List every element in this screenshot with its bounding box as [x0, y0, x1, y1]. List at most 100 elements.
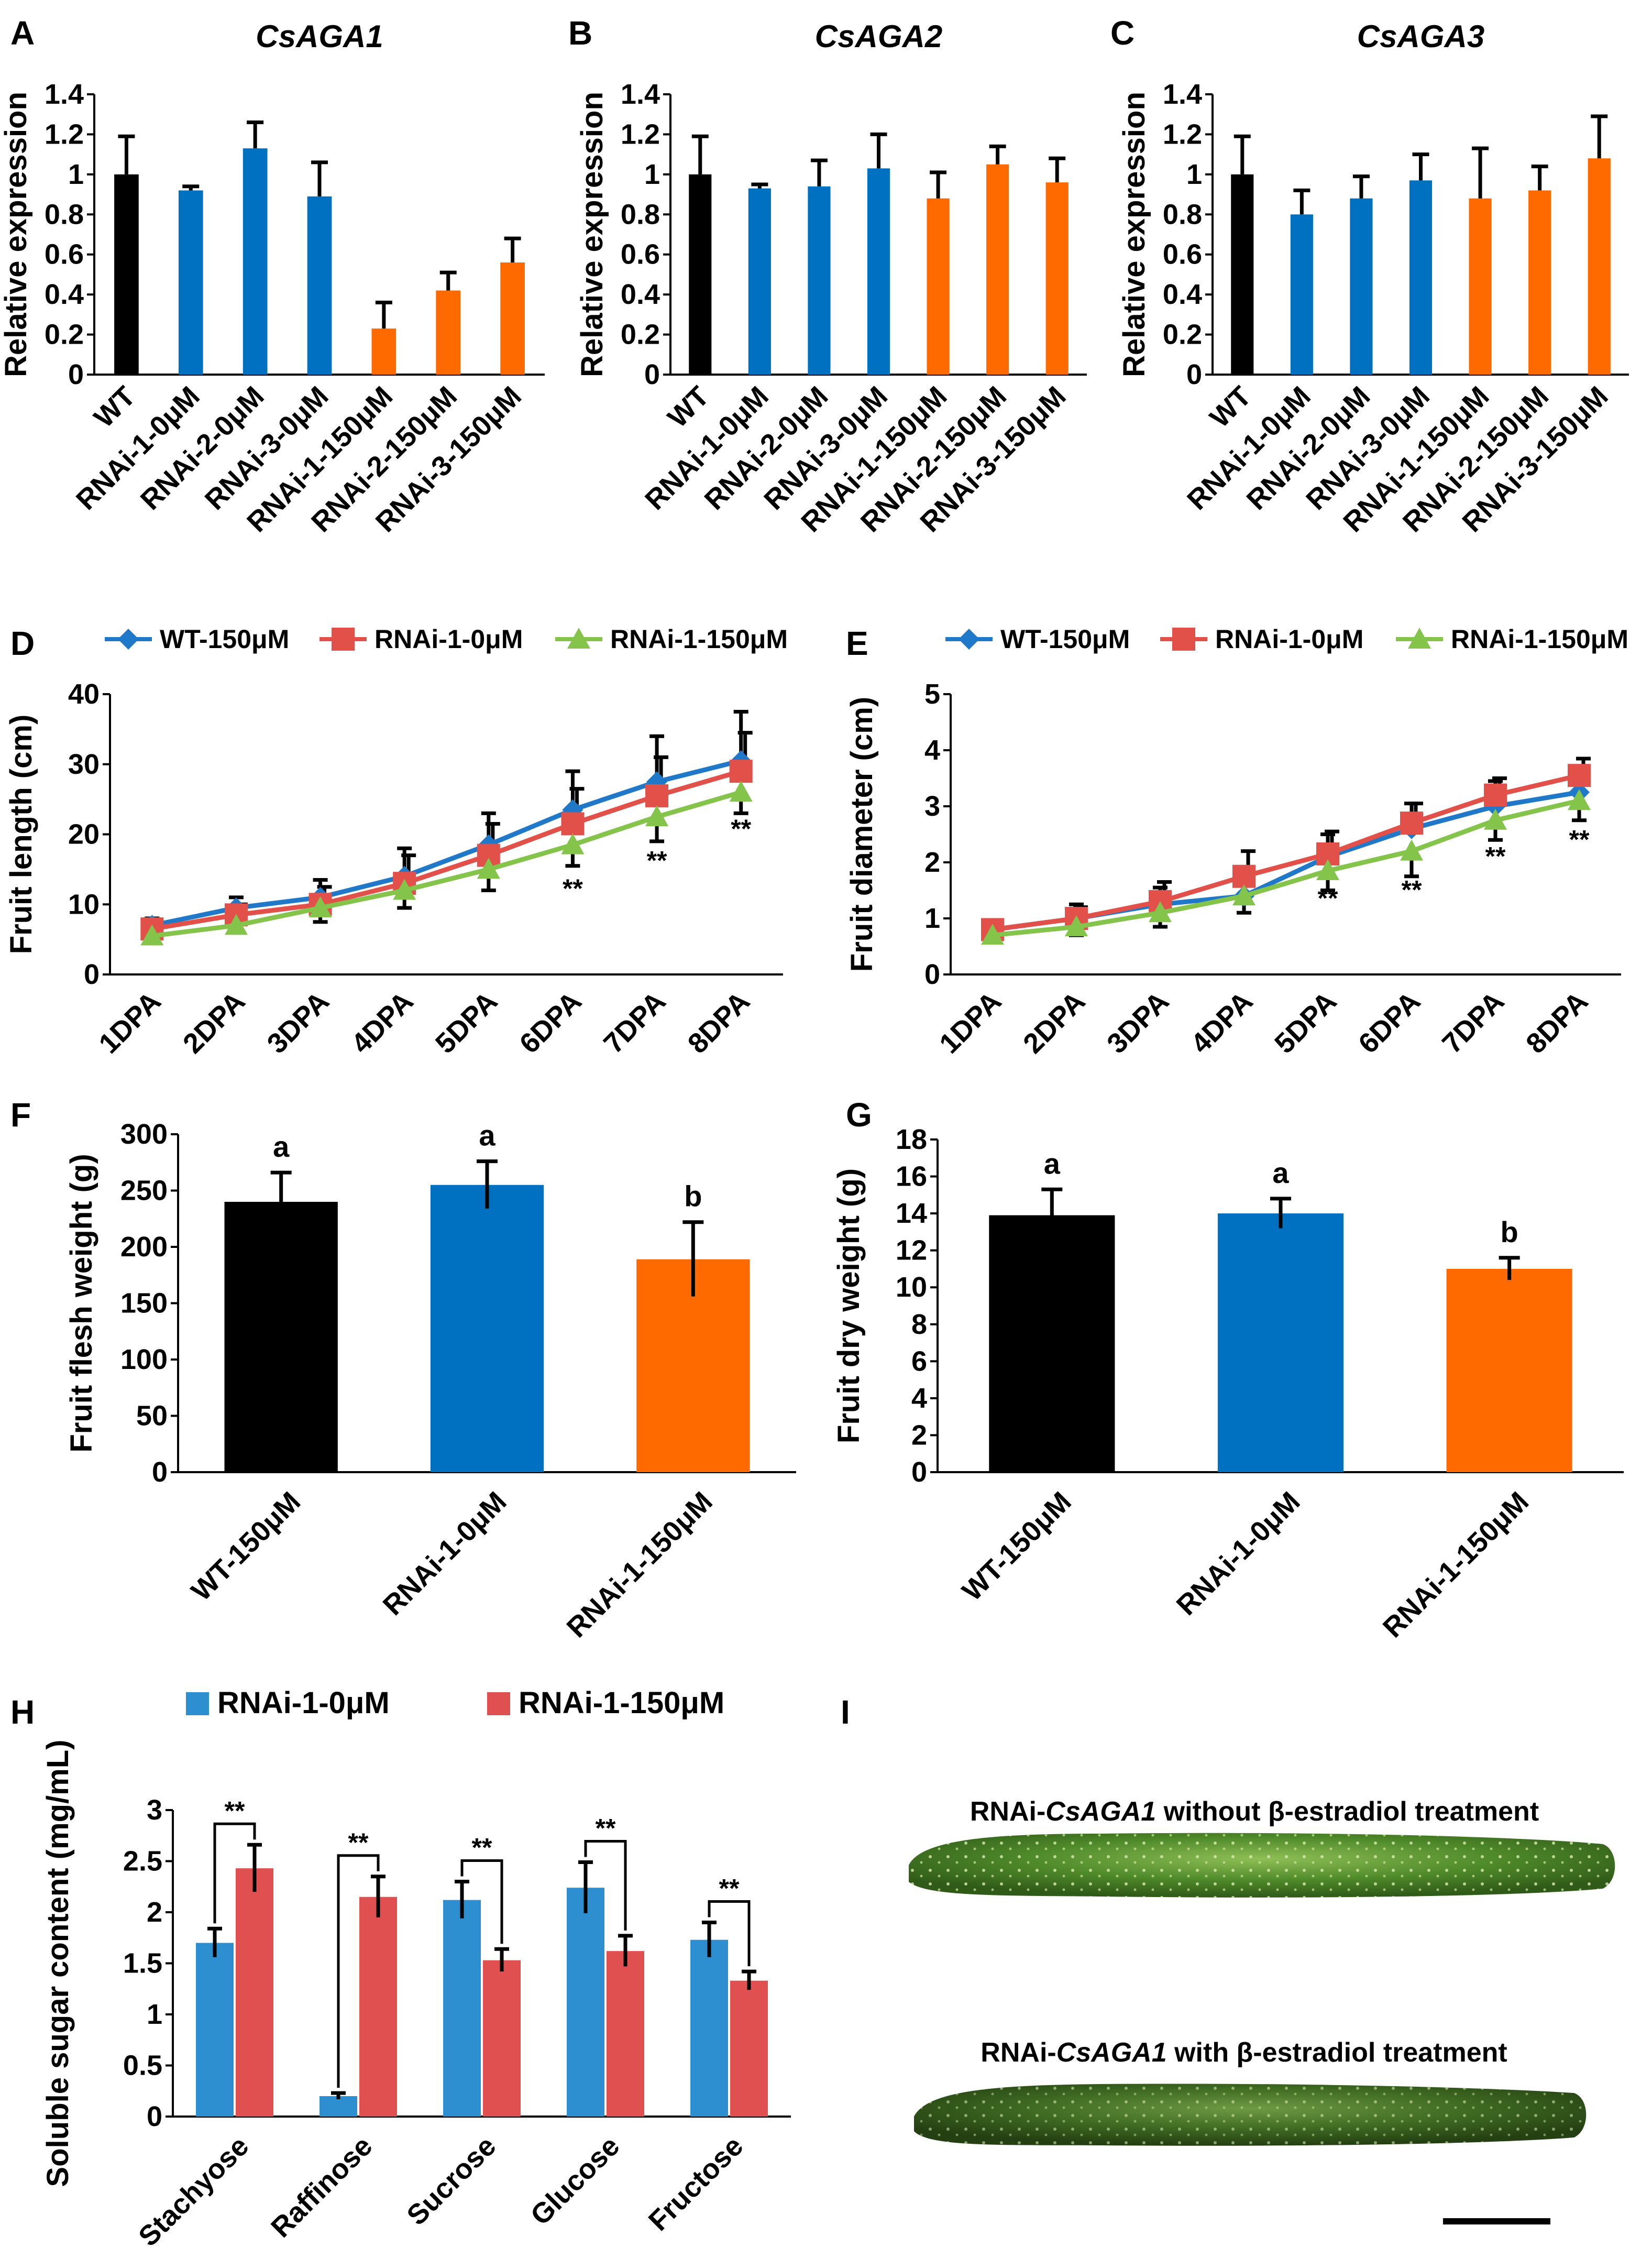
x-tick-label: 3DPA [261, 985, 335, 1059]
x-tick-label: RNAi-1-150μM [561, 1486, 719, 1643]
data-point [1400, 812, 1423, 835]
legend-label: WT-150μM [1000, 624, 1130, 654]
chart-g-dry-weight: 0 2 4 6 8 10 12 14 16 18 Fruit dry weight (g) a WT-1… [832, 1124, 1624, 1643]
y-tick-label: 4 [924, 735, 940, 766]
y-tick-label: 5 [924, 678, 940, 710]
panel-label-f: F [10, 1096, 31, 1134]
bar [1446, 1268, 1572, 1472]
y-tick-label: 6 [911, 1345, 927, 1377]
bar [748, 188, 771, 375]
legend-marker [1408, 628, 1431, 649]
x-tick-label: 3DPA [1101, 985, 1175, 1059]
bar [1045, 182, 1069, 375]
data-point [224, 914, 248, 935]
y-tick-label: 40 [68, 678, 100, 710]
bar [1469, 198, 1492, 375]
chart-title: CsAGA2 [815, 19, 942, 54]
significance-mark: ** [472, 1833, 492, 1862]
y-tick-label: 4 [911, 1383, 927, 1414]
panel-label-a: A [10, 14, 35, 52]
significance-bracket [460, 1859, 503, 1944]
y-axis-label: Soluble sugar content (mg/mL) [41, 1740, 75, 2187]
y-axis-label: Relative expression [0, 92, 33, 377]
significance-bracket [337, 1854, 380, 2088]
significance-mark: ** [719, 1874, 740, 1903]
group-letter: b [684, 1180, 702, 1213]
series-line [151, 790, 742, 938]
x-tick-label: Sucrose [401, 2130, 502, 2231]
data-point [477, 858, 500, 879]
legend-label: WT-150μM [160, 624, 289, 654]
series-line [992, 773, 1580, 932]
bar [927, 198, 950, 375]
data-point [1149, 901, 1172, 923]
x-tick-label: Fructose [643, 2130, 750, 2237]
significance-mark: ** [225, 1796, 245, 1825]
bar [178, 190, 203, 375]
legend-label: RNAi-1-150μM [610, 624, 788, 654]
legend-label: RNAi-1-150μM [519, 1686, 724, 1720]
y-tick-label: 1.2 [45, 118, 84, 150]
data-point [561, 833, 585, 854]
x-tick-label: RNAi-1-0μM [377, 1486, 513, 1621]
panel-label-d: D [10, 624, 35, 662]
y-tick-label: 0.4 [45, 279, 84, 310]
y-tick-label: 2 [911, 1419, 927, 1451]
data-point [1065, 915, 1088, 937]
significance-mark: ** [1569, 825, 1590, 854]
legend-marker [118, 629, 139, 650]
bar [730, 1980, 768, 2117]
y-tick-label: 10 [68, 889, 100, 920]
legend-swatch [186, 1692, 209, 1715]
series-line [151, 758, 742, 928]
legend-label: RNAi-1-150μM [1451, 624, 1628, 654]
y-tick-label: 0 [644, 359, 660, 390]
y-tick-label: 2.5 [123, 1846, 162, 1877]
significance-mark: ** [563, 874, 583, 903]
bar [483, 1960, 521, 2117]
chart-h-sugar-content: 0 0.5 1 1.5 2 2.5 3 Soluble sugar content (mg/m… [41, 1686, 791, 2253]
y-tick-label: 0 [68, 359, 84, 390]
data-point [1484, 808, 1507, 830]
y-tick-label: 1.2 [621, 118, 660, 150]
y-axis-label: Fruit length (cm) [4, 715, 38, 955]
chart-e-fruit-diameter: 0 1 2 3 4 5 Fruit diameter (cm) 1DPA 2DPA 3DPA 4DP… [845, 624, 1628, 1060]
x-tick-label: WT-150μM [185, 1486, 306, 1607]
bar [1350, 198, 1373, 375]
legend-label: RNAi-1-0μM [375, 624, 523, 654]
data-point [645, 784, 669, 807]
y-tick-label: 3 [924, 791, 940, 822]
y-tick-label: 0.8 [45, 199, 84, 230]
bar [320, 2096, 357, 2117]
significance-mark: ** [1485, 841, 1506, 871]
y-axis-label: Relative expression [1117, 92, 1151, 377]
legend-marker [567, 628, 590, 649]
group-letter: a [1044, 1147, 1061, 1180]
x-tick-label: Glucose [524, 2130, 625, 2231]
series-line [151, 769, 742, 931]
bar [224, 1202, 338, 1472]
y-tick-label: 250 [120, 1175, 168, 1207]
bar [1231, 174, 1254, 375]
y-axis-label: Fruit dry weight (g) [832, 1168, 866, 1443]
data-point [1568, 789, 1591, 810]
bar [689, 174, 712, 375]
bar [986, 164, 1009, 375]
data-point [645, 805, 669, 827]
bar [1588, 158, 1611, 375]
chart-d-fruit-length: 0 10 20 30 40 Fruit length (cm) 1DPA 2DPA 3DPA 4D… [4, 624, 788, 1060]
bar [1409, 180, 1433, 375]
significance-bracket [708, 1900, 751, 1967]
x-tick-label: RNAi-1-0μM [1171, 1486, 1306, 1621]
y-tick-label: 1 [147, 1999, 162, 2030]
y-tick-label: 0.2 [45, 319, 84, 350]
y-tick-label: 12 [896, 1235, 927, 1266]
x-tick-label: 4DPA [345, 985, 419, 1059]
bar [307, 196, 332, 375]
cucumber-treated-image [914, 2084, 1587, 2146]
y-tick-label: 3 [147, 1794, 162, 1826]
y-tick-label: 0 [911, 1456, 927, 1488]
y-tick-label: 14 [896, 1198, 927, 1229]
bar [567, 1888, 604, 2117]
bar [1217, 1213, 1344, 1472]
